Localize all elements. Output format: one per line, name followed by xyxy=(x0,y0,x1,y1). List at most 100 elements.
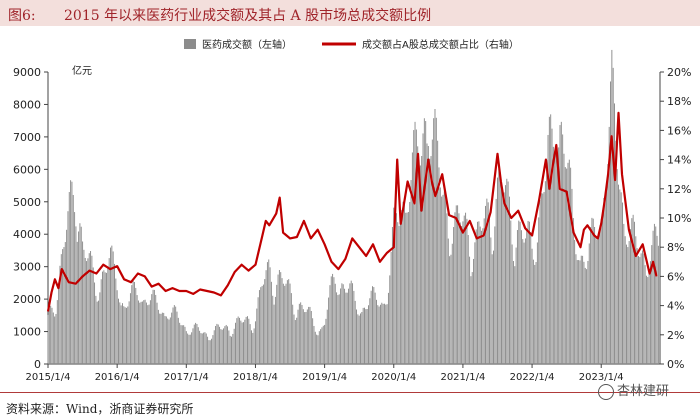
turnover-bar xyxy=(314,331,316,364)
turnover-bar xyxy=(119,302,121,364)
turnover-bar xyxy=(213,330,215,364)
turnover-bar xyxy=(249,324,251,364)
turnover-bar xyxy=(344,288,346,364)
turnover-bar xyxy=(326,309,328,364)
left-axis-ticks: 0 1000 2000 3000 4000 5000 6000 7000 8000 9000 xyxy=(13,66,48,371)
turnover-bar xyxy=(354,300,356,364)
turnover-bar xyxy=(256,308,258,364)
turnover-bar xyxy=(382,303,384,364)
turnover-bar xyxy=(70,180,72,364)
turnover-bar xyxy=(398,225,400,364)
turnover-bar xyxy=(651,245,653,364)
turnover-bar xyxy=(47,314,49,364)
turnover-bar xyxy=(360,313,361,364)
turnover-bar xyxy=(205,333,207,364)
turnover-bar xyxy=(173,305,175,364)
turnover-bar xyxy=(574,239,576,364)
turnover-bar xyxy=(421,155,423,364)
turnover-bar xyxy=(264,279,266,364)
turnover-bar xyxy=(188,334,190,364)
turnover-bar xyxy=(580,255,582,364)
turnover-bar xyxy=(277,274,279,364)
turnover-bar xyxy=(176,311,178,364)
turnover-bar xyxy=(260,287,262,364)
x-tick-label: 2015/1/4 xyxy=(26,372,71,383)
turnover-bar xyxy=(318,331,320,364)
turnover-bar xyxy=(90,251,92,364)
turnover-bar xyxy=(431,139,433,364)
turnover-bar xyxy=(394,206,396,364)
turnover-bar xyxy=(157,309,159,364)
turnover-bar xyxy=(233,328,235,364)
turnover-bar xyxy=(76,241,78,364)
turnover-bar xyxy=(526,228,528,364)
right-tick-label: 10% xyxy=(667,212,691,225)
turnover-bar xyxy=(405,212,407,364)
turnover-bar xyxy=(535,262,537,364)
turnover-bar xyxy=(374,292,376,364)
turnover-bar xyxy=(274,296,276,364)
turnover-bar xyxy=(478,221,480,364)
turnover-bar xyxy=(112,251,114,364)
turnover-bar xyxy=(393,207,395,364)
turnover-bar xyxy=(78,231,80,364)
turnover-bar xyxy=(254,321,256,364)
turnover-bar xyxy=(180,325,182,364)
turnover-bar xyxy=(504,185,506,364)
x-tick-label: 2019/1/4 xyxy=(302,372,347,383)
turnover-bar xyxy=(373,287,375,364)
turnover-bar xyxy=(543,192,545,364)
turnover-bar xyxy=(155,294,157,364)
turnover-bar xyxy=(293,314,295,364)
turnover-bar xyxy=(240,320,242,364)
turnover-bar xyxy=(516,230,518,364)
turnover-bar xyxy=(98,300,100,364)
turnover-bar xyxy=(160,313,162,364)
turnover-bar xyxy=(133,281,135,364)
turnover-bar xyxy=(196,323,198,364)
turnover-bar xyxy=(345,292,347,364)
right-tick-label: 20% xyxy=(667,66,691,79)
turnover-bar xyxy=(86,261,88,364)
turnover-bar xyxy=(191,332,193,364)
turnover-bar xyxy=(179,322,181,364)
turnover-bar xyxy=(284,285,286,364)
turnover-bar xyxy=(268,259,270,364)
turnover-bar xyxy=(445,196,447,364)
right-tick-label: 18% xyxy=(667,95,691,108)
turnover-bar xyxy=(123,306,125,364)
turnover-bar xyxy=(50,305,52,364)
turnover-bar xyxy=(441,196,443,364)
turnover-bar xyxy=(637,256,639,364)
turnover-bar xyxy=(591,217,593,364)
turnover-bar xyxy=(362,307,364,364)
turnover-bar xyxy=(653,223,655,364)
turnover-bar xyxy=(131,285,133,364)
turnover-bar xyxy=(278,270,280,364)
turnover-bar xyxy=(165,316,167,364)
left-axis-unit: 亿元 xyxy=(72,64,92,77)
turnover-bar xyxy=(334,283,336,364)
turnover-bar xyxy=(301,304,303,364)
turnover-bar xyxy=(447,238,449,364)
turnover-bar xyxy=(636,248,638,364)
turnover-bar xyxy=(71,181,73,364)
turnover-bar xyxy=(477,221,479,364)
turnover-bar xyxy=(209,340,211,364)
turnover-bar xyxy=(125,307,127,364)
turnover-bar xyxy=(232,333,234,364)
turnover-bar xyxy=(619,189,621,364)
turnover-bar xyxy=(353,290,355,364)
turnover-bar xyxy=(68,192,70,364)
turnover-bar xyxy=(219,326,221,364)
turnover-bar xyxy=(652,230,654,364)
turnover-bar xyxy=(58,283,60,364)
left-tick-label: 6000 xyxy=(13,163,41,176)
turnover-bar xyxy=(489,217,490,364)
turnover-bar xyxy=(306,309,308,364)
turnover-bar xyxy=(498,168,500,364)
x-tick-label: 2018/1/4 xyxy=(233,372,278,383)
turnover-bar xyxy=(266,262,268,364)
turnover-bar xyxy=(83,249,85,364)
turnover-bar xyxy=(570,167,572,364)
